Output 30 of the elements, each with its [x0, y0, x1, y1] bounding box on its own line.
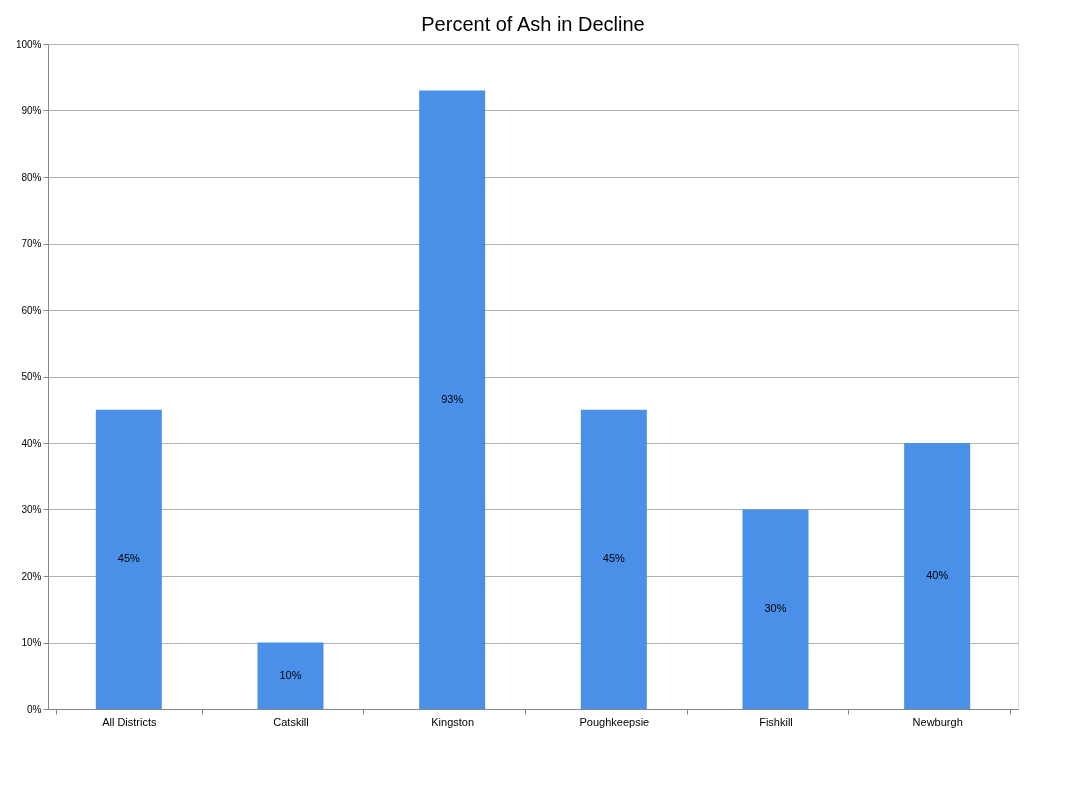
- y-tick-label: 60%: [21, 304, 42, 316]
- data-label: 45%: [117, 552, 141, 565]
- y-tick-label: 50%: [21, 371, 42, 382]
- y-tick-label: 20%: [21, 570, 42, 582]
- x-tick-label: Kingston: [431, 715, 475, 728]
- data-label: 30%: [764, 602, 787, 615]
- chart-title: Percent of Ash in Decline: [421, 13, 645, 35]
- bar: [95, 409, 162, 709]
- y-tick-label: 70%: [21, 238, 42, 249]
- y-tick-label: 100%: [15, 38, 42, 50]
- bar: [742, 509, 809, 709]
- bar: [904, 443, 971, 709]
- data-label: 45%: [602, 552, 626, 565]
- bar: [257, 642, 324, 709]
- y-tick-label: 10%: [21, 637, 42, 648]
- x-tick-label: Catskill: [273, 715, 309, 728]
- x-tick-label: Newburgh: [912, 715, 963, 728]
- y-tick-label: 0%: [27, 703, 42, 715]
- data-label: 93%: [441, 392, 464, 405]
- bar: [419, 90, 486, 709]
- bar: [580, 409, 647, 709]
- x-tick-label: Fishkill: [759, 715, 793, 728]
- x-tick-label: All Districts: [102, 715, 158, 728]
- y-tick-label: 30%: [21, 504, 42, 515]
- y-tick-label: 90%: [21, 105, 42, 116]
- y-tick-label: 40%: [21, 437, 42, 449]
- data-label: 40%: [926, 569, 949, 581]
- y-tick-label: 80%: [21, 171, 42, 183]
- data-label: 10%: [279, 668, 302, 681]
- x-tick-label: Poughkeepsie: [579, 715, 650, 728]
